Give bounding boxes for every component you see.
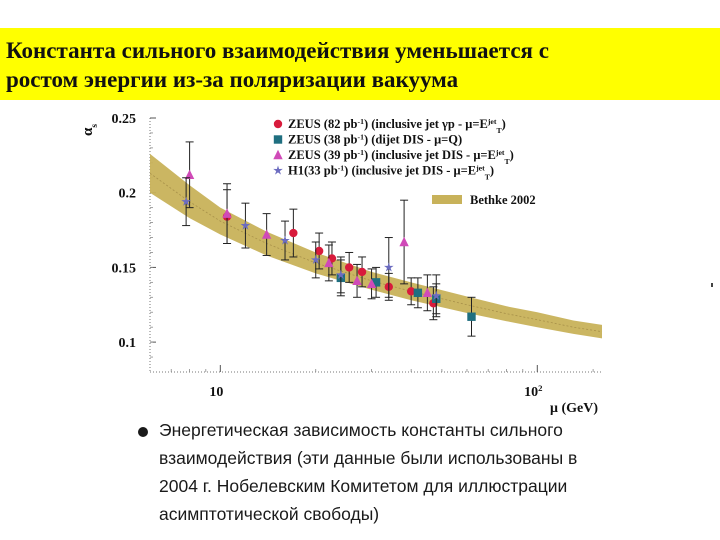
data-point: [280, 235, 290, 245]
x-tick-label: 102: [524, 383, 542, 400]
y-tick-label: 0.15: [112, 261, 137, 276]
legend-band-label: Bethke 2002: [470, 193, 536, 207]
data-point: [357, 267, 367, 277]
chart-svg: 0.1 0.15 0.2 0.25 10 102 αs μ (GeV) ZEUS (82 pb-…: [80, 112, 603, 416]
bullet-icon: [138, 427, 148, 437]
y-axis-label: αs: [80, 124, 100, 136]
y-tick-label: 0.2: [119, 187, 137, 202]
data-point: [384, 262, 394, 272]
data-point: [240, 220, 251, 230]
data-point: [352, 275, 362, 286]
slide-title-line-2: ростом энергии из-за поляризации вакуума: [6, 67, 459, 92]
data-point: [261, 229, 272, 239]
data-point: [344, 263, 354, 272]
data-point: [310, 254, 321, 264]
y-tick-label: 0.1: [119, 336, 137, 351]
data-point: [336, 269, 346, 279]
legend-marker: [273, 165, 283, 175]
data-point: [222, 208, 232, 218]
legend-marker: [273, 135, 283, 144]
data-point: [422, 287, 433, 298]
data-point: [467, 312, 476, 321]
legend-marker: [273, 149, 283, 160]
x-tick-label: 10: [209, 385, 223, 400]
data-point: [324, 257, 334, 268]
data-point: [314, 246, 324, 256]
legend-band-swatch: [432, 195, 462, 204]
data-point: [413, 288, 423, 298]
caption-text: Энергетическая зависимость константы сил…: [159, 420, 578, 524]
legend-entry: H1(33 pb-1) (inclusive jet DIS - μ=EjetT…: [288, 163, 494, 181]
data-point: [399, 236, 409, 247]
data-point: [181, 196, 191, 206]
x-axis-label: μ (GeV): [550, 401, 598, 416]
caption-block: Энергетическая зависимость константы сил…: [138, 416, 618, 528]
title-banner: Константа сильного взаимодействия уменьш…: [0, 28, 720, 100]
legend-marker: [273, 119, 283, 129]
data-point: [371, 278, 381, 287]
data-point: [431, 290, 442, 300]
alpha-s-chart: 0.1 0.15 0.2 0.25 10 102 αs μ (GeV) ZEUS (82 pb-…: [0, 100, 720, 420]
legend-entry: ZEUS (38 pb-1) (dijet DIS - μ=Q): [288, 132, 462, 147]
theory-band: [150, 153, 602, 339]
data-point: [184, 169, 195, 179]
y-tick-label: 0.25: [112, 112, 137, 127]
stray-mark: [711, 283, 713, 287]
slide-title-line-1: Константа сильного взаимодействия уменьш…: [6, 38, 549, 63]
legend-entry: ZEUS (82 pb-1) (inclusive jet γp - μ=Eje…: [288, 117, 506, 135]
data-point: [406, 287, 416, 296]
data-point: [366, 278, 377, 289]
data-point: [289, 228, 298, 238]
legend-entry: ZEUS (39 pb-1) (inclusive jet DIS - μ=Ej…: [288, 148, 514, 166]
